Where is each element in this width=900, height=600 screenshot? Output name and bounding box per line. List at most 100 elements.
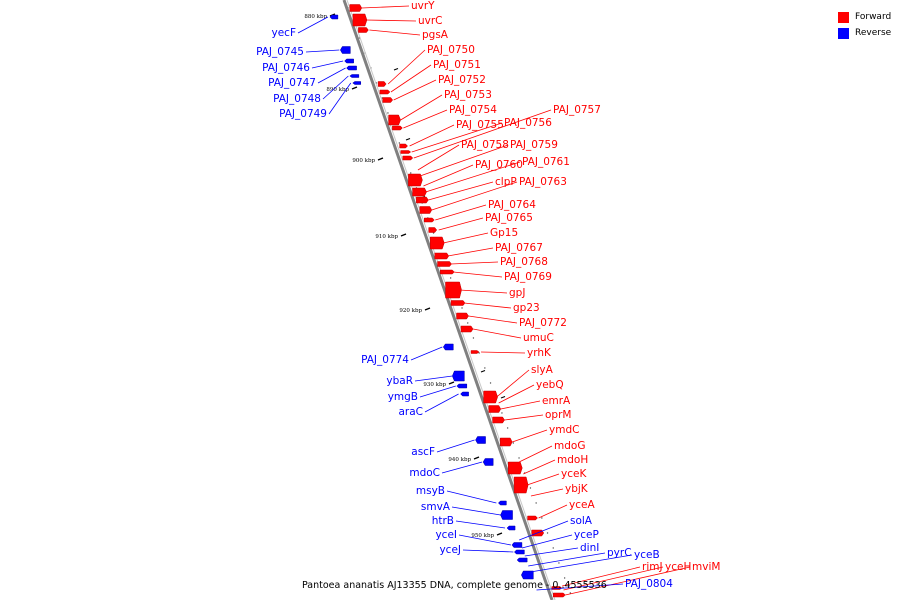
minor-dash <box>405 137 411 141</box>
reverse-gene-label: yceI <box>435 529 457 541</box>
forward-gene-label-leader <box>530 488 564 497</box>
reverse-gene-label: PAJ_0748 <box>273 93 321 105</box>
forward-gene-label-leader <box>538 504 568 519</box>
forward-gene-label-leader <box>504 414 544 421</box>
forward-gene-label-leader <box>523 459 556 475</box>
forward-gene-glyph <box>445 281 462 299</box>
forward-gene-glyph <box>499 437 513 447</box>
forward-gene-label-leader <box>435 204 487 221</box>
minor-tick <box>518 457 520 459</box>
forward-gene-label-leader <box>562 566 641 587</box>
reverse-gene-glyph <box>344 58 354 64</box>
reverse-gene-label-leader <box>410 346 443 361</box>
legend: Forward Reverse <box>838 9 891 41</box>
reverse-gene-label-leader <box>462 549 514 553</box>
reverse-gene-label-leader <box>305 49 340 53</box>
reverse-gene-glyph <box>498 500 507 506</box>
forward-gene-label: yceA <box>569 499 595 511</box>
reverse-gene-glyph <box>511 542 523 548</box>
forward-gene-glyph <box>428 227 438 233</box>
forward-gene-label-leader <box>431 181 518 211</box>
legend-label-reverse: Reverse <box>855 28 892 38</box>
reverse-gene-glyph <box>329 14 339 20</box>
forward-gene-glyph <box>419 206 433 214</box>
major-tick <box>473 456 480 460</box>
reverse-gene-glyph <box>346 65 357 71</box>
forward-gene-label-leader <box>390 64 432 93</box>
forward-gene-label-leader <box>481 351 526 354</box>
forward-gene-label-leader <box>527 473 560 486</box>
reverse-gene-label-leader <box>317 67 346 84</box>
minor-tick <box>546 532 549 534</box>
tick-label: 890 kbp <box>326 87 349 93</box>
forward-gene-label: mdoH <box>557 454 588 466</box>
minor-tick <box>387 112 389 114</box>
forward-gene-label: uvrY <box>411 0 435 12</box>
reverse-gene-glyph <box>514 549 525 555</box>
forward-gene-label-leader <box>400 94 443 121</box>
reverse-gene-label-leader <box>451 506 501 516</box>
forward-gene-glyph <box>450 300 466 306</box>
forward-gene-glyph <box>488 405 502 413</box>
forward-gene-label: PAJ_0759 <box>510 139 558 151</box>
forward-gene-glyph <box>416 196 429 204</box>
forward-gene-label: PAJ_0761 <box>522 156 570 168</box>
minor-tick <box>472 337 475 339</box>
minor-tick <box>410 172 412 174</box>
major-tick <box>448 381 455 385</box>
forward-gene-glyph <box>382 97 393 103</box>
forward-gene-glyph <box>470 350 480 354</box>
forward-gene-glyph <box>440 269 455 275</box>
reverse-gene-label-leader <box>297 16 329 34</box>
map-caption: Pantoea ananatis AJ13355 DNA, complete g… <box>302 580 607 591</box>
forward-gene-label-leader <box>468 315 518 324</box>
forward-gene-label: PAJ_0757 <box>553 104 601 116</box>
forward-gene-glyph <box>456 312 469 320</box>
forward-gene-label-leader <box>438 217 484 231</box>
genome-axis <box>342 0 554 600</box>
forward-gene-label: PAJ_0755 <box>456 119 504 131</box>
forward-gene-label-leader <box>409 124 455 147</box>
reverse-gene-label: ybaR <box>386 375 413 387</box>
axis-layer <box>342 0 556 600</box>
forward-gene-label-leader <box>443 232 489 244</box>
minor-tick <box>461 307 463 309</box>
reverse-gene-glyph <box>500 510 513 520</box>
label-layer: uvrY uvrC pgsA PAJ_0750 PAJ_0751 PAJ_0752 PAJ_… <box>256 0 720 596</box>
reverse-gene-glyph <box>482 458 494 466</box>
forward-gene-label-leader <box>459 289 508 294</box>
forward-gene-label: ymdC <box>549 424 579 436</box>
forward-gene-label: PAJ_0767 <box>495 242 543 254</box>
forward-gene-label: PAJ_0754 <box>449 104 497 116</box>
forward-gene-label: yrhK <box>527 347 552 359</box>
reverse-gene-glyph <box>516 557 528 563</box>
forward-gene-label-leader <box>565 566 691 596</box>
reverse-gene-glyph <box>456 383 468 389</box>
reverse-swatch <box>838 27 849 39</box>
reverse-gene-label-leader <box>528 552 606 567</box>
forward-gene-label: mdoG <box>554 440 585 452</box>
forward-gene-label: slyA <box>531 364 554 376</box>
forward-gene-label-leader <box>361 5 410 9</box>
reverse-gene-label: PAJ_0747 <box>268 77 316 89</box>
reverse-gene-label: PAJ_0774 <box>361 354 409 366</box>
forward-gene-label-leader <box>393 79 437 101</box>
forward-gene-label: PAJ_0763 <box>519 176 567 188</box>
forward-gene-label: PAJ_0764 <box>488 199 536 211</box>
forward-gene-glyph <box>412 187 427 197</box>
forward-gene-glyph <box>392 125 403 131</box>
forward-gene-label: PAJ_0753 <box>444 89 492 101</box>
forward-gene-label-leader <box>518 445 553 463</box>
forward-gene-glyph <box>400 150 412 154</box>
forward-gene-label-leader <box>447 247 494 257</box>
reverse-gene-label: smvA <box>421 501 451 513</box>
major-tick <box>424 307 431 311</box>
forward-gene-label-leader <box>365 19 417 22</box>
reverse-gene-label: msyB <box>416 485 445 497</box>
reverse-gene-label: mdoC <box>409 467 440 479</box>
forward-gene-label-leader <box>496 369 530 398</box>
reverse-gene-label-leader <box>530 554 633 573</box>
reverse-gene-label-leader <box>536 583 624 591</box>
forward-gene-label: uvrC <box>418 15 443 27</box>
reverse-gene-label-leader <box>424 393 459 413</box>
